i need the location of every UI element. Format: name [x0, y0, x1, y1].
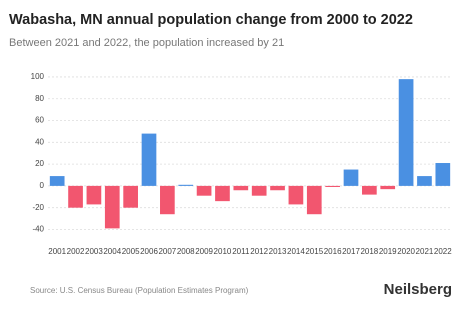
bar	[196, 185, 212, 196]
bar	[325, 185, 340, 187]
bar	[380, 185, 396, 190]
x-tick-label: 2008	[177, 247, 195, 256]
chart-title: Wabasha, MN annual population change fro…	[9, 12, 413, 28]
bar	[160, 185, 175, 215]
x-tick-label: 2013	[269, 247, 287, 256]
bar	[270, 185, 285, 191]
bar	[435, 163, 451, 186]
y-tick-label: 20	[35, 159, 44, 168]
x-tick-label: 2004	[103, 247, 121, 256]
x-tick-label: 2016	[324, 247, 342, 256]
bar	[398, 79, 414, 186]
x-tick-label: 2003	[85, 247, 103, 256]
x-tick-label: 2017	[342, 247, 360, 256]
brand-logo: Neilsberg	[384, 281, 452, 298]
x-tick-label: 2005	[122, 247, 140, 256]
y-tick-label: 80	[35, 94, 44, 103]
x-tick-label: 2012	[250, 247, 268, 256]
bar	[215, 185, 230, 202]
y-tick-label: 100	[31, 72, 45, 81]
bar	[68, 185, 83, 208]
bar	[141, 133, 157, 186]
bar	[288, 185, 304, 205]
bar	[178, 184, 194, 186]
bar	[362, 185, 377, 195]
bar	[104, 185, 120, 229]
x-tick-label: 2011	[232, 247, 250, 256]
x-tick-label: 2014	[287, 247, 305, 256]
x-tick-label: 2002	[67, 247, 85, 256]
y-tick-label: -20	[32, 203, 44, 212]
bar	[417, 176, 432, 186]
y-tick-label: 0	[40, 181, 45, 190]
x-tick-label: 2015	[305, 247, 323, 256]
source-note: Source: U.S. Census Bureau (Population E…	[30, 286, 249, 295]
bar	[343, 169, 359, 186]
x-tick-label: 2019	[379, 247, 397, 256]
x-tick-label: 2022	[434, 247, 452, 256]
chart-subtitle: Between 2021 and 2022, the population in…	[9, 37, 284, 49]
x-tick-label: 2009	[195, 247, 213, 256]
bar	[123, 185, 138, 208]
x-tick-label: 2007	[158, 247, 176, 256]
x-tick-label: 2021	[416, 247, 434, 256]
x-tick-label: 2020	[397, 247, 415, 256]
y-tick-label: -40	[32, 225, 44, 234]
y-tick-label: 60	[35, 116, 44, 125]
x-tick-label: 2006	[140, 247, 158, 256]
x-tick-label: 2018	[360, 247, 378, 256]
x-tick-label: 2010	[214, 247, 232, 256]
bar	[251, 185, 267, 196]
bar	[49, 176, 65, 186]
x-tick-label: 2001	[48, 247, 66, 256]
bar	[306, 185, 322, 215]
bar	[86, 185, 102, 205]
y-tick-label: 40	[35, 137, 44, 146]
bar	[233, 185, 249, 191]
